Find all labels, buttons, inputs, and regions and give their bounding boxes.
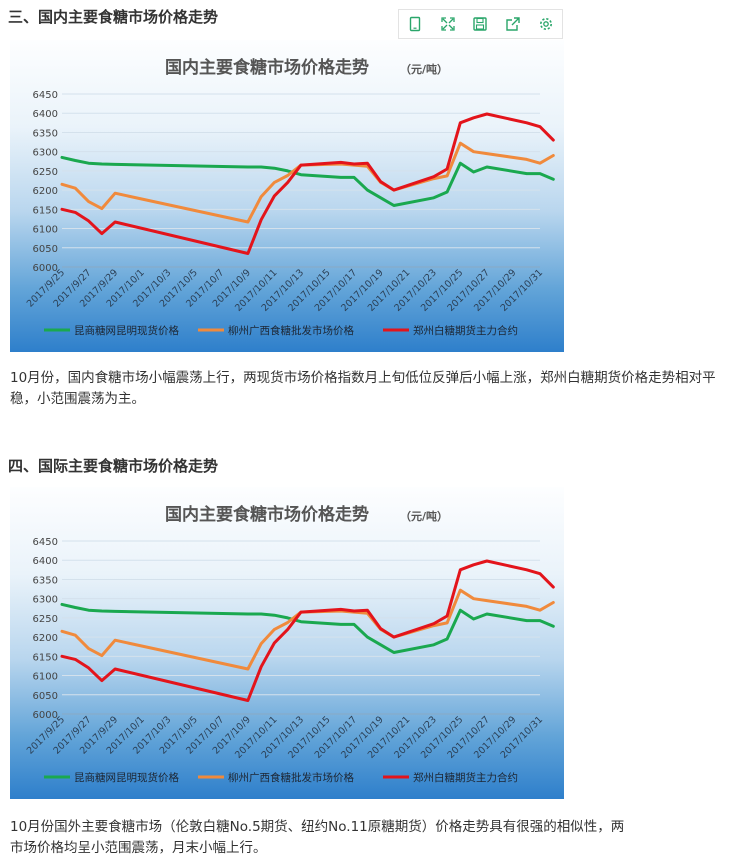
y-tick-label: 6250 <box>33 167 58 178</box>
fullscreen-icon[interactable] <box>438 14 458 34</box>
chart-domestic-2: 国内主要食糖市场价格走势 （元/吨） 6000 6050 6100 6150 6200 625… <box>10 487 564 799</box>
paragraph-international-summary: 10月份国外主要食糖市场（伦敦白糖No.5期货、纽约No.11原糖期货）价格走势… <box>10 817 725 859</box>
chart-title: 国内主要食糖市场价格走势 <box>165 57 369 78</box>
y-tick-label: 6050 <box>33 244 58 255</box>
section-3-heading: 三、国内主要食糖市场价格走势 <box>8 8 219 26</box>
paragraph-line-1: 10月份国外主要食糖市场（伦敦白糖No.5期货、纽约No.11原糖期货）价格走势… <box>10 819 625 835</box>
legend-label: 柳州广西食糖批发市场价格 <box>228 324 354 337</box>
chart-unit: （元/吨） <box>400 509 448 523</box>
y-tick-label: 6100 <box>33 672 58 683</box>
y-tick-label: 6300 <box>33 148 58 159</box>
y-tick-label: 6100 <box>33 225 58 236</box>
y-tick-label: 6300 <box>33 595 58 606</box>
y-tick-label: 6350 <box>33 128 58 139</box>
y-tick-label: 6450 <box>33 537 58 548</box>
series-line <box>60 588 555 671</box>
y-tick-label: 6150 <box>33 652 58 663</box>
y-tick-label: 6450 <box>33 90 58 101</box>
legend-label: 昆商糖网昆明现货价格 <box>74 324 179 337</box>
legend-label: 郑州白糖期货主力合约 <box>413 324 518 337</box>
y-tick-label: 6200 <box>33 186 58 197</box>
series-line <box>60 602 555 654</box>
y-tick-label: 6250 <box>33 614 58 625</box>
share-icon[interactable] <box>503 14 523 34</box>
paragraph-line-2: 市场价格均呈小范围震荡，月末小幅上行。 <box>10 840 267 856</box>
chart-unit: （元/吨） <box>400 62 448 76</box>
chart-title: 国内主要食糖市场价格走势 <box>165 504 369 525</box>
chart-domestic-1: 国内主要食糖市场价格走势 （元/吨） 6000 6050 6100 6150 6200 625… <box>10 40 564 352</box>
legend-label: 柳州广西食糖批发市场价格 <box>228 771 354 784</box>
y-tick-label: 6000 <box>33 263 58 274</box>
y-tick-label: 6350 <box>33 575 58 586</box>
y-tick-label: 6000 <box>33 710 58 721</box>
paragraph-domestic-summary: 10月份，国内食糖市场小幅震荡上行，两现货市场价格指数月上旬低位反弹后小幅上涨，… <box>10 370 716 407</box>
series-line <box>60 559 555 702</box>
y-tick-label: 6400 <box>33 109 58 120</box>
series-line <box>60 112 555 255</box>
y-tick-label: 6050 <box>33 691 58 702</box>
legend-label: 昆商糖网昆明现货价格 <box>74 771 179 784</box>
legend-label: 郑州白糖期货主力合约 <box>413 771 518 784</box>
series-line <box>60 141 555 224</box>
y-tick-label: 6200 <box>33 633 58 644</box>
series-line <box>60 155 555 207</box>
save-icon[interactable] <box>470 14 490 34</box>
y-tick-label: 6150 <box>33 205 58 216</box>
section-4-heading: 四、国际主要食糖市场价格走势 <box>8 457 219 475</box>
tablet-icon[interactable] <box>405 14 425 34</box>
settings-icon[interactable] <box>536 14 556 34</box>
y-tick-label: 6400 <box>33 556 58 567</box>
chart-toolbar <box>398 9 563 39</box>
